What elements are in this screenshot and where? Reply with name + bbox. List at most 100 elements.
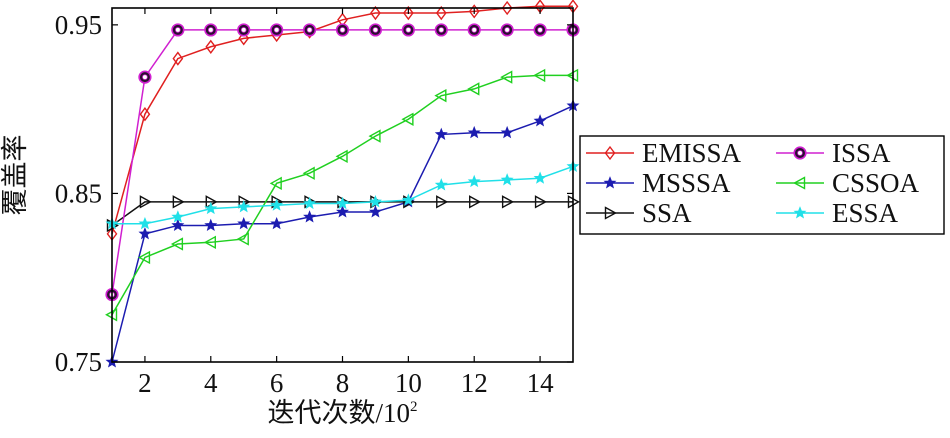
data-point-cssoa-6 bbox=[269, 176, 282, 190]
data-point-cssoa-11 bbox=[434, 88, 447, 103]
data-point-ssa-12 bbox=[469, 195, 482, 209]
data-point-msssa-12 bbox=[467, 125, 481, 139]
series-line-emissa bbox=[111, 5, 573, 235]
y-tick-label: 0.75 bbox=[55, 347, 102, 377]
data-point-essa-7 bbox=[303, 196, 317, 210]
data-point-emissa-2 bbox=[139, 107, 151, 122]
data-point-issa-2 bbox=[138, 70, 152, 84]
data-point-issa-7 bbox=[302, 23, 317, 37]
data-point-msssa-14 bbox=[533, 114, 547, 127]
series-line-issa bbox=[111, 29, 573, 295]
data-point-issa-12-inner bbox=[471, 27, 478, 33]
data-point-essa-14 bbox=[533, 171, 547, 184]
data-point-msssa-6 bbox=[270, 216, 284, 230]
data-point-cssoa-4 bbox=[203, 235, 216, 249]
legend-marker-emissa bbox=[604, 145, 616, 161]
series-line-cssoa bbox=[111, 74, 573, 316]
x-tick-label: 10 bbox=[395, 368, 422, 398]
data-point-msssa-4 bbox=[204, 218, 218, 231]
series-cssoa bbox=[105, 68, 579, 322]
data-point-msssa-9 bbox=[368, 205, 382, 218]
data-point-msssa-11 bbox=[434, 127, 448, 140]
legend-label-msssa: MSSSA bbox=[642, 168, 731, 198]
data-point-msssa-5 bbox=[237, 216, 251, 230]
data-point-essa-2 bbox=[138, 216, 152, 230]
legend-marker-issa bbox=[793, 146, 807, 160]
data-point-issa-10 bbox=[401, 23, 415, 37]
legend-marker-ssa bbox=[604, 206, 617, 220]
data-point-issa-7-inner bbox=[306, 27, 313, 33]
series-emissa bbox=[106, 0, 579, 242]
legend-marker-msssa bbox=[603, 176, 617, 189]
legend-box bbox=[579, 135, 945, 235]
data-point-emissa-10 bbox=[402, 5, 414, 21]
data-point-msssa-2 bbox=[138, 227, 152, 240]
data-point-cssoa-7 bbox=[302, 166, 315, 180]
legend-entry-issa: ISSA bbox=[776, 138, 891, 168]
data-point-ssa-13 bbox=[501, 195, 515, 209]
data-point-issa-4 bbox=[204, 23, 218, 37]
plot-area bbox=[105, 0, 580, 368]
legend-marker-essa bbox=[793, 206, 807, 219]
data-point-issa-5-inner bbox=[240, 27, 247, 33]
data-point-issa-11-inner bbox=[438, 27, 445, 33]
data-point-cssoa-12 bbox=[467, 82, 480, 96]
data-point-issa-12 bbox=[467, 23, 481, 37]
y-tick-label: 0.95 bbox=[55, 10, 102, 40]
data-point-msssa-7 bbox=[303, 210, 317, 223]
data-point-ssa-3 bbox=[172, 195, 185, 209]
data-point-msssa-13 bbox=[500, 125, 514, 139]
data-point-essa-6 bbox=[270, 198, 284, 211]
data-point-cssoa-8 bbox=[335, 149, 348, 164]
data-point-cssoa-13 bbox=[500, 70, 513, 84]
data-point-emissa-12 bbox=[468, 4, 480, 19]
data-point-issa-4-inner bbox=[207, 27, 214, 33]
data-point-emissa-4 bbox=[205, 39, 217, 54]
series-msssa bbox=[105, 98, 580, 368]
data-point-essa-9 bbox=[368, 195, 382, 208]
legend-entry-essa: ESSA bbox=[776, 198, 899, 228]
data-point-issa-8 bbox=[335, 23, 350, 37]
data-point-emissa-9 bbox=[370, 5, 381, 21]
data-point-essa-3 bbox=[171, 210, 185, 223]
data-point-essa-12 bbox=[467, 174, 481, 188]
data-point-msssa-3 bbox=[171, 218, 185, 231]
data-point-cssoa-5 bbox=[236, 232, 249, 246]
data-point-issa-14-inner bbox=[537, 27, 543, 33]
data-point-essa-4 bbox=[204, 201, 218, 215]
legend-entry-cssoa: CSSOA bbox=[776, 168, 920, 198]
data-point-issa-9 bbox=[368, 23, 383, 37]
x-tick-label: 8 bbox=[336, 368, 350, 398]
data-point-cssoa-10 bbox=[401, 112, 414, 126]
x-axis-title: 迭代次数/102 bbox=[267, 398, 417, 428]
data-point-emissa-3 bbox=[172, 51, 184, 66]
legend-marker-issa-inner bbox=[797, 150, 803, 156]
data-point-cssoa-3 bbox=[170, 237, 184, 251]
data-point-essa-13 bbox=[500, 173, 514, 186]
data-point-cssoa-9 bbox=[368, 129, 381, 143]
legend-label-ssa: SSA bbox=[642, 198, 692, 228]
data-point-issa-3 bbox=[171, 23, 185, 37]
legend-entry-emissa: EMISSA bbox=[586, 138, 742, 168]
legend-label-emissa: EMISSA bbox=[642, 138, 742, 168]
data-point-issa-11 bbox=[434, 23, 448, 37]
data-point-ssa-2 bbox=[139, 195, 152, 209]
series-essa bbox=[105, 159, 580, 230]
x-tick-label: 4 bbox=[204, 368, 218, 398]
data-point-essa-11 bbox=[434, 178, 448, 191]
data-point-issa-14 bbox=[533, 23, 547, 37]
y-tick-label: 0.85 bbox=[55, 178, 102, 208]
legend-label-essa: ESSA bbox=[832, 198, 899, 228]
series-issa bbox=[105, 23, 580, 302]
data-point-msssa-8 bbox=[336, 205, 349, 218]
x-tick-label: 14 bbox=[527, 368, 555, 398]
legend-marker-cssoa bbox=[793, 176, 806, 190]
data-point-cssoa-14 bbox=[533, 68, 546, 83]
data-point-issa-13 bbox=[500, 23, 514, 37]
data-point-emissa-13 bbox=[501, 0, 513, 16]
data-point-issa-2-inner bbox=[142, 74, 148, 80]
y-axis-title: 覆盖率 bbox=[0, 135, 30, 216]
data-point-issa-10-inner bbox=[405, 27, 412, 33]
